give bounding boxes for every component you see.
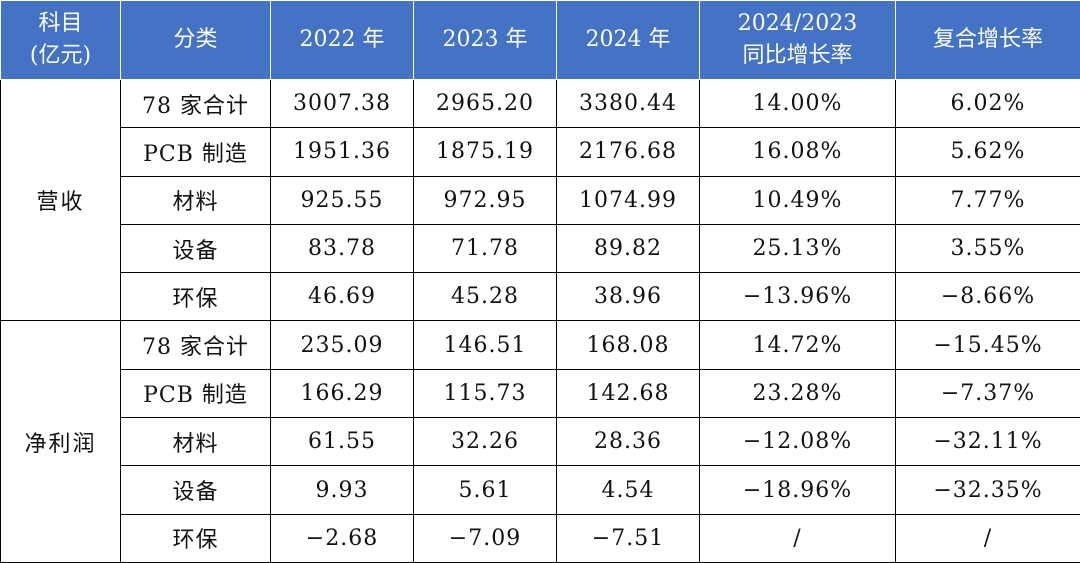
value-cagr: /	[896, 514, 1080, 562]
value-cagr: −8.66%	[896, 273, 1080, 321]
table-row: 材料 925.55 972.95 1074.99 10.49% 7.77%	[1, 176, 1080, 224]
value-2023: −7.09	[414, 514, 557, 562]
value-2023: 32.26	[414, 418, 557, 466]
value-2023: 2965.20	[414, 80, 557, 128]
value-2024: 38.96	[557, 273, 700, 321]
header-subject-line2: (亿元)	[1, 40, 120, 72]
value-yoy: 10.49%	[700, 176, 896, 224]
value-2022: 166.29	[271, 369, 414, 417]
value-cagr: −32.35%	[896, 466, 1080, 514]
header-row: 科目 (亿元) 分类 2022 年 2023 年 2024 年 2024/202…	[1, 1, 1080, 80]
group-label-revenue: 营收	[1, 80, 121, 321]
value-cagr: 6.02%	[896, 80, 1080, 128]
value-2022: 83.78	[271, 224, 414, 272]
value-2024: 28.36	[557, 418, 700, 466]
value-yoy: 14.72%	[700, 321, 896, 369]
header-category: 分类	[121, 1, 271, 80]
table-row: 环保 −2.68 −7.09 −7.51 / /	[1, 514, 1080, 562]
value-2024: 4.54	[557, 466, 700, 514]
value-yoy: 16.08%	[700, 128, 896, 176]
category-cell: 环保	[121, 273, 271, 321]
value-yoy: /	[700, 514, 896, 562]
value-cagr: −32.11%	[896, 418, 1080, 466]
header-cagr: 复合增长率	[896, 1, 1080, 80]
value-2023: 146.51	[414, 321, 557, 369]
value-2024: 1074.99	[557, 176, 700, 224]
table-header: 科目 (亿元) 分类 2022 年 2023 年 2024 年 2024/202…	[1, 1, 1080, 80]
header-yoy: 2024/2023 同比增长率	[700, 1, 896, 80]
value-2022: −2.68	[271, 514, 414, 562]
value-2022: 1951.36	[271, 128, 414, 176]
header-2024: 2024 年	[557, 1, 700, 80]
value-2023: 115.73	[414, 369, 557, 417]
header-yoy-line2: 同比增长率	[700, 40, 895, 72]
value-2023: 1875.19	[414, 128, 557, 176]
table-row: 环保 46.69 45.28 38.96 −13.96% −8.66%	[1, 273, 1080, 321]
value-cagr: 5.62%	[896, 128, 1080, 176]
category-cell: 材料	[121, 176, 271, 224]
category-cell: PCB 制造	[121, 128, 271, 176]
category-cell: PCB 制造	[121, 369, 271, 417]
value-yoy: 23.28%	[700, 369, 896, 417]
table-row: PCB 制造 166.29 115.73 142.68 23.28% −7.37…	[1, 369, 1080, 417]
table-body: 营收 78 家合计 3007.38 2965.20 3380.44 14.00%…	[1, 80, 1080, 563]
value-2023: 972.95	[414, 176, 557, 224]
category-cell: 设备	[121, 224, 271, 272]
value-yoy: 25.13%	[700, 224, 896, 272]
header-subject-line1: 科目	[1, 8, 120, 40]
value-2022: 925.55	[271, 176, 414, 224]
value-yoy: −13.96%	[700, 273, 896, 321]
value-2024: −7.51	[557, 514, 700, 562]
header-2022: 2022 年	[271, 1, 414, 80]
value-2023: 71.78	[414, 224, 557, 272]
category-cell: 78 家合计	[121, 80, 271, 128]
value-2023: 5.61	[414, 466, 557, 514]
value-2022: 46.69	[271, 273, 414, 321]
value-cagr: −7.37%	[896, 369, 1080, 417]
value-2024: 2176.68	[557, 128, 700, 176]
header-yoy-line1: 2024/2023	[700, 8, 895, 40]
value-2022: 61.55	[271, 418, 414, 466]
table-row: 营收 78 家合计 3007.38 2965.20 3380.44 14.00%…	[1, 80, 1080, 128]
table-row: 净利润 78 家合计 235.09 146.51 168.08 14.72% −…	[1, 321, 1080, 369]
value-2024: 142.68	[557, 369, 700, 417]
value-2022: 3007.38	[271, 80, 414, 128]
value-cagr: 7.77%	[896, 176, 1080, 224]
category-cell: 78 家合计	[121, 321, 271, 369]
value-cagr: −15.45%	[896, 321, 1080, 369]
group-label-net-profit: 净利润	[1, 321, 121, 562]
value-2022: 9.93	[271, 466, 414, 514]
value-2022: 235.09	[271, 321, 414, 369]
value-2024: 89.82	[557, 224, 700, 272]
header-subject: 科目 (亿元)	[1, 1, 121, 80]
value-yoy: −18.96%	[700, 466, 896, 514]
value-2023: 45.28	[414, 273, 557, 321]
value-2024: 3380.44	[557, 80, 700, 128]
category-cell: 设备	[121, 466, 271, 514]
value-2024: 168.08	[557, 321, 700, 369]
table-row: 设备 9.93 5.61 4.54 −18.96% −32.35%	[1, 466, 1080, 514]
table-row: 设备 83.78 71.78 89.82 25.13% 3.55%	[1, 224, 1080, 272]
category-cell: 材料	[121, 418, 271, 466]
value-yoy: 14.00%	[700, 80, 896, 128]
header-2023: 2023 年	[414, 1, 557, 80]
table-row: PCB 制造 1951.36 1875.19 2176.68 16.08% 5.…	[1, 128, 1080, 176]
table-row: 材料 61.55 32.26 28.36 −12.08% −32.11%	[1, 418, 1080, 466]
category-cell: 环保	[121, 514, 271, 562]
value-cagr: 3.55%	[896, 224, 1080, 272]
value-yoy: −12.08%	[700, 418, 896, 466]
